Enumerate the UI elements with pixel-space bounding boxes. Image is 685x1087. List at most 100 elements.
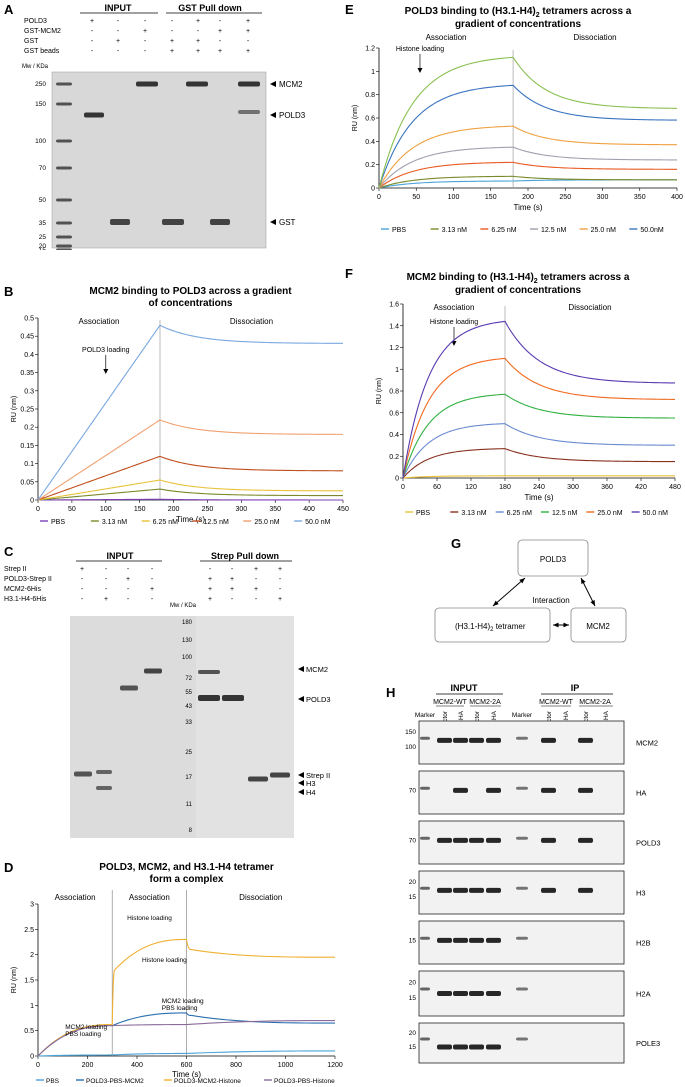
marker-label: 50 [39,197,47,204]
row-sign: - [171,18,174,25]
y-tick-label: 1.6 [389,302,399,309]
chart-title: MCM2 binding to (H3.1-H4)2 tetramers acr… [407,272,630,285]
marker-label: 100 [405,744,416,751]
blot-band [541,837,556,843]
series-line [402,393,676,479]
row-sign: + [170,38,174,45]
band-label: H4 [306,788,316,797]
lane-label: Marker [512,712,533,719]
row-sign: - [117,48,120,55]
x-tick-label: 400 [303,506,315,513]
series-line [37,419,344,501]
legend-label: 50.0nM [640,227,664,234]
marker-label: 72 [185,676,192,682]
gel-c: INPUT Strep Pull down Strep II + - - - - - + + POLD… [4,551,331,838]
panel-letter-c: C [4,544,14,559]
marker-band [56,166,72,170]
band-arrow [298,772,304,778]
row-sign: + [196,18,200,25]
row-sign: - [105,576,108,583]
phase-label: Association [129,893,170,902]
row-sign: - [151,576,154,583]
band [162,219,184,225]
series-line [378,175,678,189]
marker-band [56,198,72,202]
legend-label: 25.0 nM [591,227,616,234]
panel-letter-e: E [345,2,354,17]
x-axis-label: Time (s) [524,493,553,502]
node-label: POLD3 [540,555,567,564]
blot-band [541,737,556,743]
phase-label: Association [55,893,96,902]
marker-band [420,1037,430,1041]
band-arrow [298,789,304,795]
blot-band [469,737,484,743]
row-sign: + [278,566,282,573]
legend-label: 50.0 nM [643,510,668,517]
series-line [378,56,678,189]
series-line [37,498,344,501]
series-line [378,179,678,189]
series-line [402,475,675,479]
row-sign: - [81,586,84,593]
panel-d: D POLD3, MCM2, and H3.1-H4 tetramer form … [0,858,345,1087]
annotation-arrowhead [417,68,423,73]
arrowhead [519,578,525,584]
series-line [402,423,676,479]
row-sign: - [197,28,200,35]
blot-band [486,837,501,843]
marker-label: 15 [39,247,47,250]
marker-label: 20 [39,243,47,250]
arrowhead [563,622,569,628]
x-tick-label: 360 [601,484,613,491]
row-sign: + [150,586,154,593]
blot-band [437,737,452,743]
y-tick-label: 0.25 [20,407,34,414]
blot-band [453,937,468,943]
marker-band [56,82,72,86]
row-sign: + [80,566,84,573]
band-label: MCM2 [306,665,328,674]
marker-label: 15 [409,894,417,901]
panel-g: G POLD3 (H3.1-H4)2 tetramer MCM2 Interactio… [343,528,685,673]
annotation: Histone loading [430,319,478,326]
band-label: POLD3 [279,111,306,120]
row-sign: - [127,586,130,593]
band-arrow [270,219,276,225]
series-line [378,84,678,189]
y-tick-label: 1.2 [365,46,375,53]
y-tick-label: 0.6 [389,410,399,417]
group-label: IP [571,683,580,693]
sub-group-label: MCM2-2A [469,699,501,706]
blot-band [469,837,484,843]
panel-e: E POLD3 binding to (H3.1-H4)2 tetramers … [343,0,685,260]
marker-label: 43 [185,704,192,710]
row-sign: + [143,28,147,35]
marker-band [420,786,430,790]
legend-label: 25.0 nM [597,510,622,517]
y-tick-label: 0.4 [365,139,375,146]
band [238,81,260,87]
y-axis-label: RU (nm) [352,105,359,131]
x-tick-label: 200 [82,1062,94,1069]
row-sign: - [144,48,147,55]
group-label: INPUT [105,3,133,13]
row-sign: - [81,596,84,603]
x-tick-label: 300 [567,484,579,491]
x-tick-label: 0 [36,506,40,513]
marker-label: 25 [39,234,47,241]
x-tick-label: 180 [499,484,511,491]
marker-band [56,102,72,106]
panel-f: F MCM2 binding to (H3.1-H4)2 tetramers a… [343,262,685,527]
blot-band [541,887,556,893]
annotation: Histone loading [142,957,187,964]
band-label: POLD3 [306,695,331,704]
legend-label: PBS [51,519,65,526]
band-arrow [298,696,304,702]
node-label-part: tetramer [493,622,525,631]
x-tick-label: 150 [485,194,497,201]
marker-band [420,936,430,940]
blot-label: HA [636,789,646,798]
series-line [37,455,344,501]
